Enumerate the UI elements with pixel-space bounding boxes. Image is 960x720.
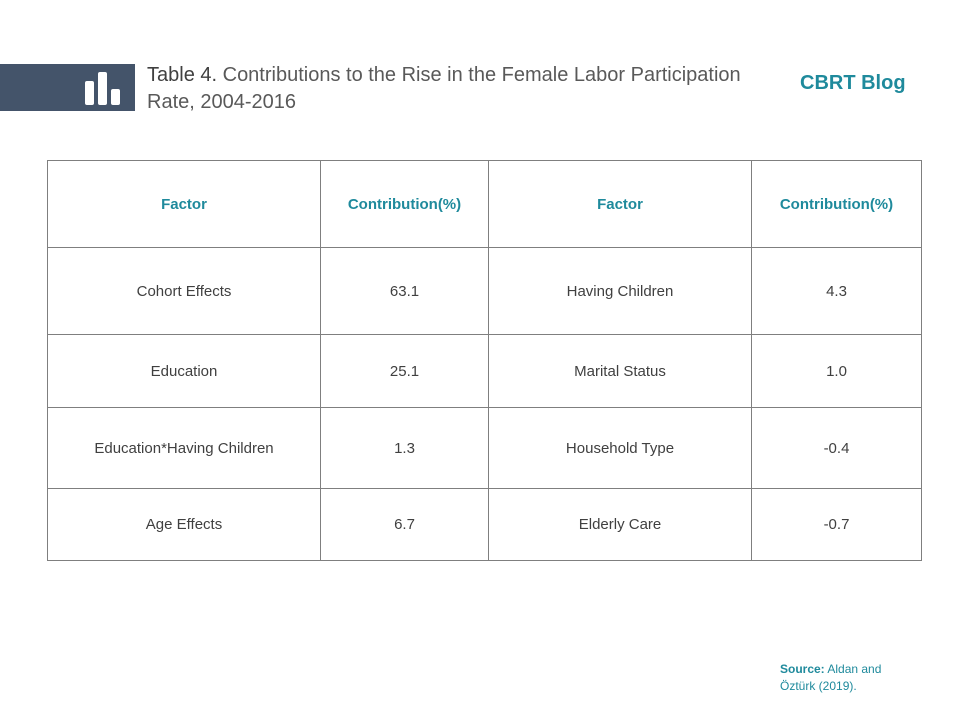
- table-cell: Marital Status: [488, 334, 752, 408]
- table-cell: 63.1: [320, 247, 489, 335]
- table-cell: 25.1: [320, 334, 489, 408]
- title-text: Contributions to the Rise in the Female …: [147, 64, 741, 113]
- title-prefix: Table 4.: [147, 64, 218, 86]
- brand-label: CBRT Blog: [800, 72, 906, 94]
- source-note: Source: Aldan and Öztürk (2019).: [780, 661, 920, 695]
- bar-chart-icon: [85, 72, 120, 105]
- header-contribution-1: Contribution(%): [320, 160, 489, 248]
- table-cell: Having Children: [488, 247, 752, 335]
- table-cell: Education*Having Children: [47, 407, 321, 489]
- table-row: Age Effects 6.7 Elderly Care -0.7: [47, 488, 922, 561]
- table-row: Education 25.1 Marital Status 1.0: [47, 334, 922, 408]
- table-cell: Cohort Effects: [47, 247, 321, 335]
- source-label: Source:: [780, 662, 825, 676]
- contributions-table: Factor Contribution(%) Factor Contributi…: [47, 160, 922, 561]
- table-row: Cohort Effects 63.1 Having Children 4.3: [47, 247, 922, 335]
- table-row: Education*Having Children 1.3 Household …: [47, 407, 922, 489]
- table-header-row: Factor Contribution(%) Factor Contributi…: [47, 160, 922, 248]
- table-cell: -0.4: [751, 407, 922, 489]
- header-factor-2: Factor: [488, 160, 752, 248]
- header-factor-1: Factor: [47, 160, 321, 248]
- header-contribution-2: Contribution(%): [751, 160, 922, 248]
- table-cell: Elderly Care: [488, 488, 752, 561]
- source-text: Aldan and Öztürk (2019).: [780, 662, 882, 693]
- table-cell: Age Effects: [47, 488, 321, 561]
- logo-block: [0, 64, 135, 111]
- table-cell: 6.7: [320, 488, 489, 561]
- table-cell: Education: [47, 334, 321, 408]
- table-cell: 1.3: [320, 407, 489, 489]
- page-title: Table 4. Contributions to the Rise in th…: [147, 62, 747, 116]
- table-cell: 4.3: [751, 247, 922, 335]
- table-cell: 1.0: [751, 334, 922, 408]
- table-cell: Household Type: [488, 407, 752, 489]
- table-cell: -0.7: [751, 488, 922, 561]
